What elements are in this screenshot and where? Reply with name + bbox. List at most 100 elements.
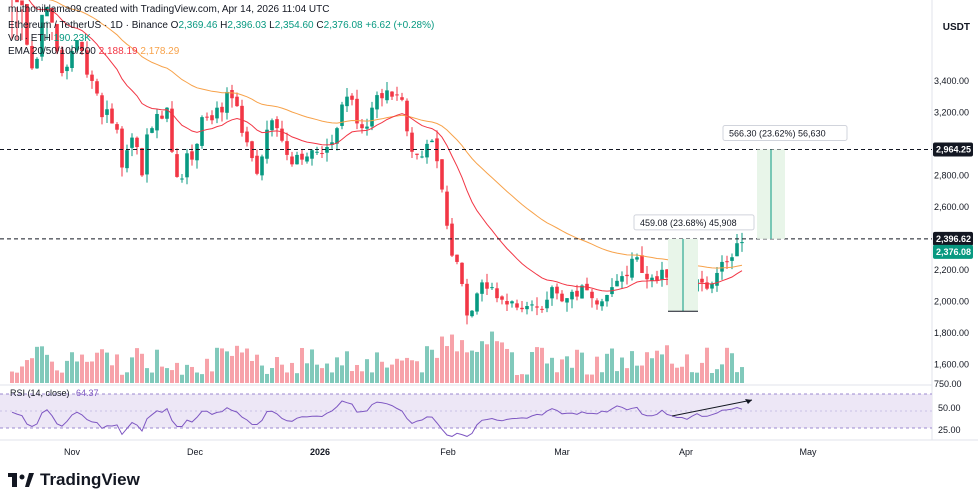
symbol-name[interactable]: Ethereum / TetherUS · 1D · Binance bbox=[8, 20, 168, 31]
candle-body bbox=[735, 243, 739, 257]
candle-body bbox=[480, 282, 484, 294]
y-tick-label: 2,200.00 bbox=[934, 265, 969, 275]
open-value: 2,369.46 bbox=[178, 20, 218, 31]
volume-bar bbox=[540, 347, 544, 383]
candle-body bbox=[195, 143, 199, 161]
candle-body bbox=[100, 95, 104, 118]
low-label: L bbox=[269, 20, 275, 31]
candle-body bbox=[315, 151, 319, 153]
candle-body bbox=[160, 115, 164, 119]
candle-body bbox=[230, 89, 234, 99]
volume-bar bbox=[475, 351, 479, 383]
volume-bar bbox=[215, 347, 219, 383]
volume-bar bbox=[160, 366, 164, 383]
volume-bar bbox=[290, 362, 294, 383]
candle-body bbox=[85, 50, 89, 75]
ema20-value: 2,188.19 bbox=[98, 46, 138, 57]
volume-bar bbox=[505, 348, 509, 383]
volume-bar bbox=[690, 372, 694, 383]
volume-bar bbox=[310, 349, 314, 383]
volume-bar bbox=[85, 361, 89, 383]
candle-body bbox=[130, 137, 134, 148]
volume-bar bbox=[145, 368, 149, 383]
candle-body bbox=[455, 254, 459, 262]
candle-body bbox=[425, 143, 429, 158]
volume-bar bbox=[50, 361, 54, 383]
candle-body bbox=[285, 141, 289, 155]
candle-body bbox=[490, 287, 494, 289]
candle-body bbox=[505, 301, 509, 305]
volume-bar bbox=[45, 354, 49, 383]
x-tick-label: Apr bbox=[679, 447, 693, 457]
volume-bar bbox=[430, 349, 434, 383]
candle-body bbox=[715, 272, 719, 286]
volume-bar bbox=[580, 352, 584, 383]
volume-bar bbox=[100, 349, 104, 383]
candle-body bbox=[310, 150, 314, 159]
candle-body bbox=[595, 300, 599, 305]
candle-body bbox=[660, 269, 664, 280]
candle-body bbox=[575, 290, 579, 297]
volume-bar bbox=[500, 342, 504, 383]
price-label-box bbox=[933, 142, 973, 157]
volume-bar bbox=[235, 345, 239, 383]
currency-label[interactable]: USDT bbox=[942, 22, 970, 33]
x-tick-label: Feb bbox=[440, 447, 456, 457]
measure-label: 566.30 (23.62%) 56,630 bbox=[729, 129, 826, 139]
candle-body bbox=[330, 142, 334, 145]
tradingview-logo: TradingView bbox=[8, 470, 140, 490]
volume-bar bbox=[140, 353, 144, 383]
candle-body bbox=[635, 257, 639, 260]
candle-body bbox=[215, 107, 219, 119]
measure-label: 459.08 (23.68%) 45,908 bbox=[640, 218, 737, 228]
change-value: +6.62 (+0.28%) bbox=[365, 20, 435, 31]
volume-bar bbox=[355, 364, 359, 383]
volume-legend: Vol · ETH 190.23K bbox=[8, 33, 91, 45]
volume-bar bbox=[380, 361, 384, 383]
candle-body bbox=[710, 283, 714, 289]
candle-body bbox=[535, 306, 539, 308]
candle-body bbox=[345, 96, 349, 107]
volume-bar bbox=[725, 347, 729, 383]
candle-body bbox=[580, 285, 584, 299]
volume-bar bbox=[470, 350, 474, 383]
volume-bar bbox=[20, 366, 24, 383]
candle-body bbox=[475, 293, 479, 312]
candle-body bbox=[150, 128, 154, 133]
volume-bar bbox=[415, 361, 419, 383]
candle-body bbox=[155, 113, 159, 131]
volume-bar bbox=[35, 346, 39, 383]
candle-body bbox=[265, 129, 269, 159]
price-label: 2,964.25 bbox=[936, 145, 971, 155]
volume-bar bbox=[525, 374, 529, 383]
y-tick-label: 3,200.00 bbox=[934, 107, 969, 117]
candle-body bbox=[445, 191, 449, 226]
candle-body bbox=[185, 153, 189, 178]
volume-bar bbox=[190, 366, 194, 383]
ema50-value: 2,178.29 bbox=[140, 46, 180, 57]
volume-bar bbox=[720, 364, 724, 383]
candle-body bbox=[220, 106, 224, 113]
ema-label[interactable]: EMA 20/50/100/200 bbox=[8, 46, 96, 57]
volume-bar bbox=[250, 360, 254, 383]
volume-bar bbox=[695, 372, 699, 383]
volume-bar bbox=[650, 358, 654, 383]
ema20-line bbox=[28, 0, 743, 292]
candle-body bbox=[590, 291, 594, 299]
volume-bar bbox=[620, 357, 624, 383]
volume-bar bbox=[225, 351, 229, 383]
volume-bar bbox=[135, 348, 139, 383]
volume-bar bbox=[75, 361, 79, 383]
y-tick-label: 2,000.00 bbox=[934, 296, 969, 306]
volume-label[interactable]: Vol · ETH bbox=[8, 33, 51, 44]
volume-bar bbox=[405, 357, 409, 383]
candle-body bbox=[280, 128, 284, 141]
candle-body bbox=[370, 107, 374, 127]
candle-body bbox=[75, 40, 79, 51]
candle-body bbox=[35, 58, 39, 69]
candle-body bbox=[530, 304, 534, 306]
candle-body bbox=[95, 81, 99, 94]
candle-body bbox=[700, 278, 704, 283]
